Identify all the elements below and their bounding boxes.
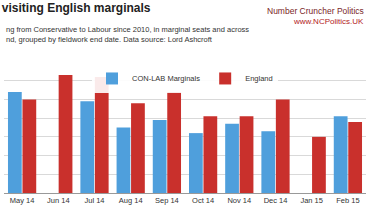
svg-text:Sep 14: Sep 14 <box>155 196 179 205</box>
svg-text:Number Cruncher Politics: Number Cruncher Politics <box>267 6 364 16</box>
svg-text:Aug 14: Aug 14 <box>119 196 143 205</box>
svg-text:CON-LAB Marginals: CON-LAB Marginals <box>132 74 200 83</box>
svg-text:Jul 14: Jul 14 <box>84 196 104 205</box>
svg-text:Jun 14: Jun 14 <box>47 196 70 205</box>
svg-text:visiting English marginals: visiting English marginals <box>2 1 151 15</box>
svg-text:Oct 14: Oct 14 <box>192 196 214 205</box>
svg-text:Jan 15: Jan 15 <box>300 196 323 205</box>
svg-text:www.NCPolitics.UK: www.NCPolitics.UK <box>293 17 364 26</box>
svg-text:Dec 14: Dec 14 <box>264 196 288 205</box>
svg-text:England: England <box>245 74 273 83</box>
svg-text:May 14: May 14 <box>10 196 35 205</box>
svg-text:ng from Conservative to Labour: ng from Conservative to Labour since 201… <box>6 25 249 44</box>
svg-text:Feb 15: Feb 15 <box>336 196 359 205</box>
svg-text:Nov 14: Nov 14 <box>227 196 251 205</box>
